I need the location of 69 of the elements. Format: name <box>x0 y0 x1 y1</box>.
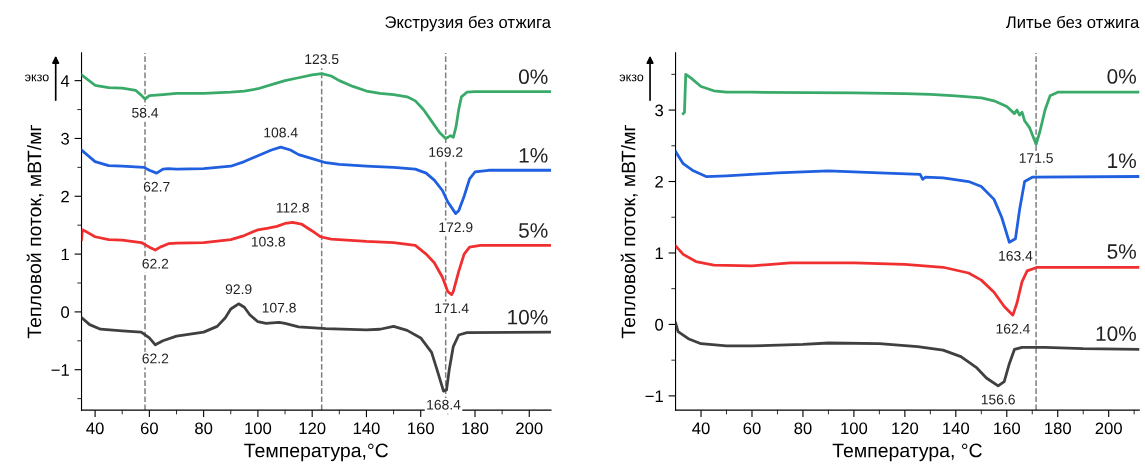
annotation: 112.8 <box>276 202 309 213</box>
annotation: 103.8 <box>251 236 285 247</box>
annotation: 108.4 <box>264 127 298 138</box>
line-series <box>675 321 1140 388</box>
series-label: 1% <box>519 148 548 163</box>
line-series <box>81 145 551 215</box>
annotation: 171.4 <box>435 303 469 313</box>
x-axis-title: Температура,°C <box>244 443 388 462</box>
annotation: 168.4 <box>427 399 461 410</box>
annotation: 172.9 <box>439 222 473 233</box>
x-tick-label: 160 <box>994 422 1021 435</box>
annotation: 62.2 <box>142 258 169 269</box>
x-tick-label: 200 <box>516 422 543 435</box>
annotation: 163.4 <box>999 250 1033 261</box>
series-label: 0% <box>518 69 548 85</box>
y-tick-label: 2 <box>61 190 69 203</box>
annotation: 162.4 <box>996 323 1030 334</box>
x-axis-title: Температура, °C <box>832 443 982 462</box>
series-label: 0% <box>1107 69 1136 84</box>
x-tick-label: 80 <box>794 422 812 435</box>
chart-title: Литье без отжига <box>1005 15 1140 29</box>
annotation: 123.5 <box>305 54 339 65</box>
x-tick-label: 200 <box>1095 422 1122 435</box>
line-series <box>675 244 1140 317</box>
line-series <box>675 150 1140 244</box>
series-label: 10% <box>1096 326 1136 342</box>
y-tick-label: 0 <box>655 318 664 331</box>
y-tick-label: 0 <box>61 306 70 319</box>
x-tick-label: 140 <box>353 422 380 435</box>
x-tick-label: 40 <box>692 422 710 435</box>
y-tick-label: −1 <box>645 390 663 402</box>
y-tick-label: 3 <box>61 132 69 145</box>
x-tick-label: 140 <box>943 422 970 435</box>
annotation: 171.5 <box>1019 153 1053 163</box>
annotation: 62.2 <box>142 353 169 364</box>
series-label: 5% <box>1107 244 1136 259</box>
x-tick-label: 180 <box>462 422 489 435</box>
chart-title: Экструзия без отжига <box>385 15 551 32</box>
line-series <box>81 302 551 393</box>
y-tick-label: 3 <box>655 104 664 117</box>
y-axis-title: Тепловой поток, мВТ/мг <box>620 125 638 339</box>
line-series <box>81 220 551 296</box>
x-tick-label: 60 <box>743 422 761 435</box>
annotation: 92.9 <box>225 284 252 295</box>
series-label: 5% <box>518 223 548 238</box>
y-tick-label: −1 <box>51 364 69 376</box>
text: экзо <box>619 74 644 82</box>
y-tick-label: 1 <box>655 247 663 260</box>
x-tick-label: 120 <box>299 422 326 435</box>
x-tick-label: 40 <box>86 422 104 435</box>
x-tick-label: 100 <box>245 422 272 435</box>
annotation: 62.7 <box>143 181 170 192</box>
x-tick-label: 100 <box>841 422 868 435</box>
y-axis-title: Тепловой поток, мВТ/мг <box>26 125 44 339</box>
x-tick-label: 60 <box>140 422 158 435</box>
y-tick-label: 2 <box>655 175 663 188</box>
x-tick-label: 160 <box>408 422 434 435</box>
annotation: 58.4 <box>132 107 159 118</box>
annotation: 156.6 <box>981 394 1015 405</box>
x-tick-label: 180 <box>1045 422 1071 435</box>
series-label: 1% <box>1108 153 1136 169</box>
text: экзо <box>25 74 49 82</box>
y-tick-label: 4 <box>60 75 70 87</box>
annotation: 169.2 <box>429 147 463 157</box>
series-label: 10% <box>508 309 548 325</box>
x-tick-label: 80 <box>195 422 213 435</box>
annotation: 107.8 <box>262 302 296 313</box>
x-tick-label: 120 <box>892 422 919 435</box>
y-tick-label: 1 <box>61 248 69 261</box>
